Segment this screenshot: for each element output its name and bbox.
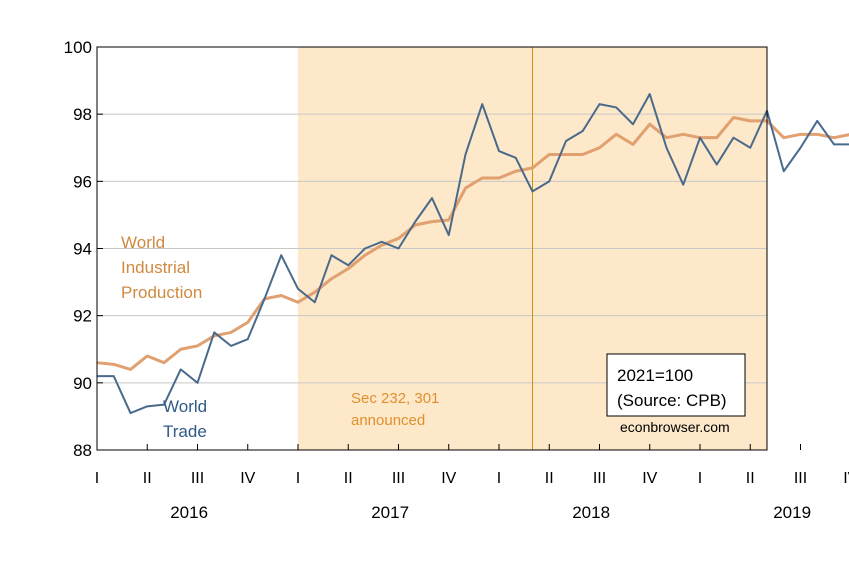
year-label: 2017 [371,503,409,522]
year-label: 2016 [170,503,208,522]
year-label: 2019 [773,503,811,522]
y-tick-label: 94 [73,240,92,259]
quarter-label: IV [240,470,255,487]
note-line1: 2021=100 [617,366,693,385]
trade-label-line1: World [163,397,207,416]
y-tick-label: 90 [73,374,92,393]
world-trade-line [97,93,849,415]
year-label: 2018 [572,503,610,522]
series-lines [96,93,849,415]
quarter-label: I [698,470,702,487]
y-axis: 88 90 92 94 96 98 100 [64,38,103,460]
ip-label-line1: World [121,233,165,252]
world-industrial-production-line [96,116,849,371]
quarter-label: I [296,470,300,487]
quarter-label: II [143,470,152,487]
quarter-label: II [344,470,353,487]
event-label-line2: announced [351,412,425,429]
quarter-label: III [392,470,405,487]
y-tick-label: 88 [73,441,92,460]
watermark: econbrowser.com [620,419,730,435]
ip-label-line2: Industrial [121,258,190,277]
y-tick-label: 98 [73,105,92,124]
quarter-label: I [95,470,99,487]
event-label-line1: Sec 232, 301 [351,390,439,407]
quarter-label: III [794,470,807,487]
quarter-label: II [545,470,554,487]
y-tick-label: 100 [64,38,92,57]
quarter-label: III [593,470,606,487]
quarter-label: IV [843,470,849,487]
trade-label-line2: Trade [163,422,207,441]
quarter-label: III [191,470,204,487]
quarter-label: II [746,470,755,487]
quarter-label: IV [642,470,657,487]
quarter-label: IV [441,470,456,487]
y-tick-label: 96 [73,172,92,191]
x-axis: IIIIIIIVIIIIIIIVIIIIIIIVIIIIIIIV20162017… [95,444,849,522]
ip-label-line3: Production [121,283,202,302]
note-line2: (Source: CPB) [617,391,727,410]
quarter-label: I [497,470,501,487]
y-tick-label: 92 [73,307,92,326]
note-box [606,353,746,417]
